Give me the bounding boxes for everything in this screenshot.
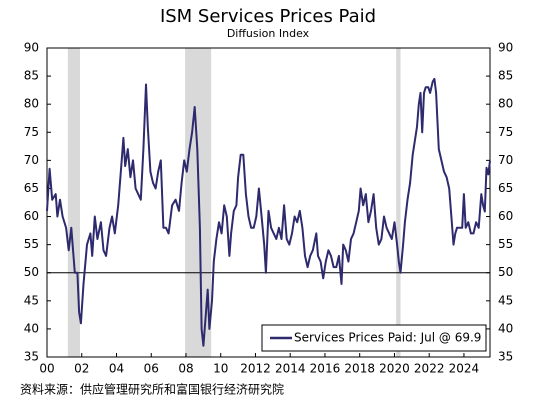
y2-tick-label: 65 xyxy=(498,181,513,195)
y-tick-label: 35 xyxy=(24,350,39,364)
y-tick-label: 60 xyxy=(24,209,39,223)
y-tick-label: 75 xyxy=(24,125,39,139)
y-tick-label: 45 xyxy=(24,293,39,307)
x-tick-label: 08 xyxy=(178,362,193,376)
legend-box xyxy=(261,324,487,352)
y2-tick-label: 45 xyxy=(498,293,513,307)
y2-tick-label: 80 xyxy=(498,97,513,111)
chart-subtitle: Diffusion Index xyxy=(227,27,310,40)
series-line xyxy=(46,77,491,347)
y2-tick-label: 55 xyxy=(498,237,513,251)
y2-tick-label: 70 xyxy=(498,153,513,167)
y2-tick-label: 35 xyxy=(498,350,513,364)
x-tick-label: 04 xyxy=(109,362,124,376)
x-tick-label: 2024 xyxy=(449,362,480,376)
source-note: 资料来源：供应管理研究所和富国银行经济研究院 xyxy=(20,382,284,397)
x-tick-label: 2018 xyxy=(344,362,375,376)
x-tick-label: 10 xyxy=(213,362,228,376)
y-tick-label: 90 xyxy=(24,41,39,55)
y-tick-label: 70 xyxy=(24,153,39,167)
x-tick-label: 02 xyxy=(74,362,89,376)
x-tick-label: 00 xyxy=(39,362,54,376)
y-tick-label: 80 xyxy=(24,97,39,111)
x-tick-label: 2020 xyxy=(379,362,410,376)
y2-tick-label: 90 xyxy=(498,41,513,55)
y-tick-label: 65 xyxy=(24,181,39,195)
y2-tick-label: 40 xyxy=(498,321,513,335)
x-tick-label: 06 xyxy=(144,362,159,376)
x-tick-label: 2016 xyxy=(310,362,341,376)
y-tick-label: 85 xyxy=(24,69,39,83)
recession-band xyxy=(396,48,401,357)
x-tick-label: 2012 xyxy=(240,362,271,376)
x-tick-label: 2022 xyxy=(414,362,445,376)
y-tick-label: 50 xyxy=(24,265,39,279)
y2-tick-label: 75 xyxy=(498,125,513,139)
x-tick-label: 2014 xyxy=(275,362,306,376)
y2-tick-label: 50 xyxy=(498,265,513,279)
y-tick-label: 40 xyxy=(24,321,39,335)
legend-label: Services Prices Paid: Jul @ 69.9 xyxy=(294,331,481,345)
chart-title: ISM Services Prices Paid xyxy=(160,6,376,27)
y-tick-label: 55 xyxy=(24,237,39,251)
y2-tick-label: 60 xyxy=(498,209,513,223)
y2-tick-label: 85 xyxy=(498,69,513,83)
